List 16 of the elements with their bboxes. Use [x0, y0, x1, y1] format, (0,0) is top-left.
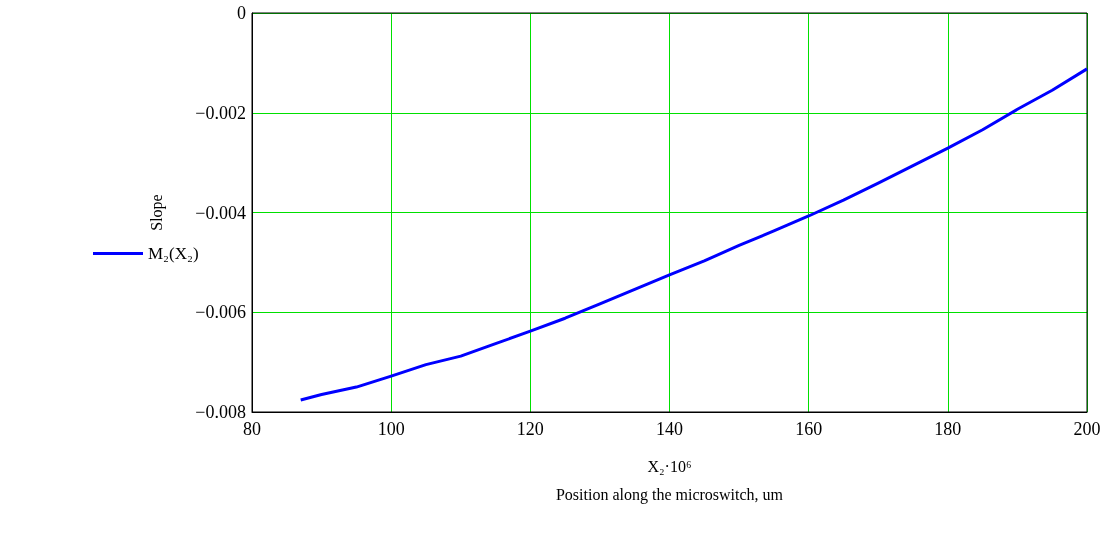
y-tick-label: −0.002 — [195, 102, 246, 123]
y-tick-label: −0.008 — [195, 402, 246, 422]
x-tick-label: 100 — [377, 419, 405, 439]
legend-label: M₂(X₂) — [148, 244, 199, 263]
line-series — [299, 67, 1089, 402]
x-tick-label: 200 — [1073, 419, 1101, 439]
x-tick-label: 120 — [516, 419, 544, 439]
y-tick-label: −0.004 — [195, 202, 246, 223]
x-tick-label: 160 — [795, 419, 823, 439]
x-tick-label: 180 — [934, 419, 962, 439]
y-axis-title: Slope — [147, 194, 166, 231]
y-tick-label: 0 — [237, 3, 246, 23]
x-axis-title: X₂·10⁶ Position along the microswitch, um — [555, 457, 784, 504]
x-tick-label: 80 — [243, 419, 261, 439]
x-tick-label: 140 — [656, 419, 683, 439]
y-tick-label: −0.006 — [195, 302, 246, 323]
